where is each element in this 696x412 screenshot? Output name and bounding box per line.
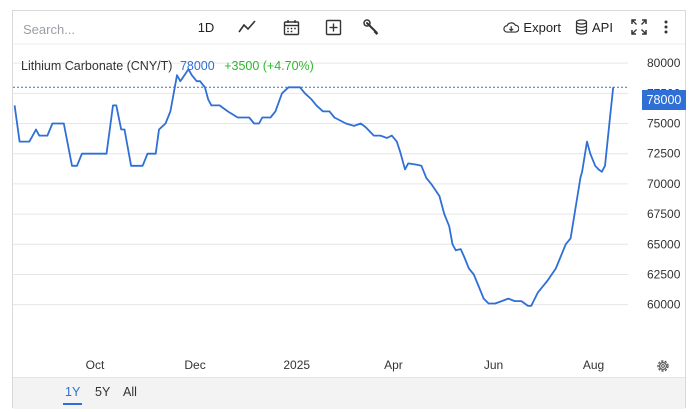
x-tick-label: Aug bbox=[583, 358, 604, 372]
fullscreen-button[interactable] bbox=[627, 15, 651, 39]
toolbar: 1D bbox=[13, 11, 685, 45]
series-line bbox=[13, 68, 615, 307]
range-1y-button[interactable]: 1Y bbox=[63, 385, 83, 405]
x-tick-label: Oct bbox=[86, 358, 105, 372]
api-label: API bbox=[592, 19, 613, 35]
x-axis: Oct Dec 2025 Apr Jun Aug bbox=[86, 358, 605, 372]
api-button[interactable]: API bbox=[574, 15, 614, 39]
chart-widget: 1D bbox=[12, 10, 686, 409]
y-tick-label: 65000 bbox=[647, 237, 681, 251]
x-tick-label: 2025 bbox=[283, 358, 310, 372]
export-button[interactable]: Export bbox=[503, 15, 561, 39]
y-tick-label: 62500 bbox=[647, 267, 681, 281]
interval-label: 1D bbox=[197, 19, 215, 35]
line-chart-icon bbox=[238, 20, 256, 33]
range-all-button[interactable]: All bbox=[123, 385, 137, 399]
calendar-icon bbox=[283, 19, 299, 35]
legend-change: +3500 (+4.70%) bbox=[224, 59, 314, 73]
search-input[interactable] bbox=[21, 17, 195, 41]
gear-icon[interactable] bbox=[655, 358, 671, 374]
add-comparison-button[interactable] bbox=[321, 15, 345, 39]
y-tick-label: 60000 bbox=[647, 298, 681, 312]
range-5y-button[interactable]: 5Y bbox=[95, 385, 111, 399]
x-tick-label: Dec bbox=[184, 358, 205, 372]
calendar-button[interactable] bbox=[279, 15, 303, 39]
plus-square-icon bbox=[325, 19, 341, 35]
database-icon bbox=[575, 19, 588, 35]
y-tick-label: 67500 bbox=[647, 207, 681, 221]
y-tick-label: 70000 bbox=[647, 177, 681, 191]
y-axis: 6000062500650006750070000725007500077500… bbox=[647, 56, 681, 312]
interval-button[interactable]: 1D bbox=[191, 15, 221, 39]
wrench-icon bbox=[362, 18, 378, 35]
y-tick-label: 80000 bbox=[647, 56, 681, 70]
last-price-tag: 78000 bbox=[642, 90, 686, 110]
y-tick-label: 72500 bbox=[647, 147, 681, 161]
x-tick-label: Jun bbox=[484, 358, 503, 372]
y-tick-label: 75000 bbox=[647, 117, 681, 131]
x-tick-label: Apr bbox=[384, 358, 403, 372]
legend-value: 78000 bbox=[179, 59, 215, 73]
grid-lines bbox=[13, 62, 628, 306]
chart-type-button[interactable] bbox=[235, 15, 259, 39]
tools-button[interactable] bbox=[359, 15, 383, 39]
export-label: Export bbox=[523, 19, 561, 35]
price-chart[interactable]: 6000062500650006750070000725007500077500… bbox=[13, 11, 685, 407]
legend: Lithium Carbonate (CNY/T) 78000 +3500 (+… bbox=[21, 59, 314, 73]
cloud-download-icon bbox=[503, 21, 520, 33]
more-options-button[interactable] bbox=[658, 15, 674, 39]
legend-series-name: Lithium Carbonate (CNY/T) bbox=[21, 59, 173, 73]
fullscreen-icon bbox=[631, 19, 647, 35]
kebab-menu-icon bbox=[664, 20, 668, 34]
range-selector: 1Y 5Y All bbox=[13, 377, 685, 409]
